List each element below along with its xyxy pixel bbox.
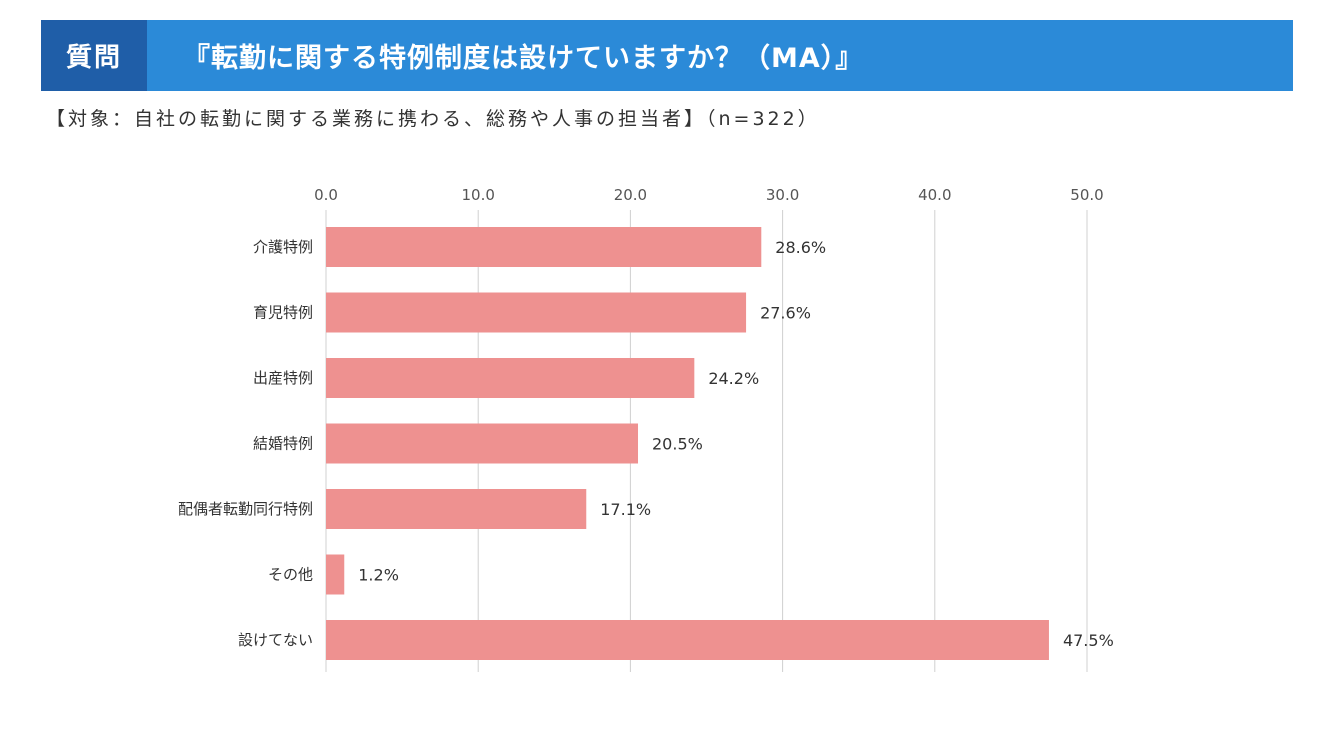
data-label: 1.2%: [358, 566, 399, 585]
bar: [326, 423, 639, 464]
bar: [326, 620, 1049, 660]
survey-target-subtitle: 【対象：自社の転勤に関する業務に携わる、総務や人事の担当者】（n=322）: [46, 108, 820, 130]
data-label: 17.1%: [600, 500, 651, 519]
x-tick-label: 0.0: [314, 186, 338, 204]
x-tick-label: 30.0: [766, 186, 799, 204]
data-label: 28.6%: [775, 238, 826, 257]
data-label: 27.6%: [760, 304, 811, 323]
data-label: 24.2%: [708, 369, 759, 388]
question-tag: 質問: [41, 20, 147, 91]
bar: [326, 358, 695, 398]
x-tick-label: 50.0: [1070, 186, 1103, 204]
category-label: 結婚特例: [253, 435, 313, 453]
category-label: 設けてない: [238, 631, 313, 649]
category-label: その他: [268, 566, 313, 584]
category-label: 介護特例: [253, 238, 313, 256]
category-label: 配偶者転勤同行特例: [178, 500, 313, 518]
bar: [326, 227, 762, 267]
data-label: 20.5%: [652, 435, 703, 454]
bar: [326, 554, 345, 595]
category-label: 育児特例: [253, 304, 313, 322]
x-tick-label: 20.0: [614, 186, 647, 204]
bar: [326, 292, 747, 333]
x-tick-label: 40.0: [918, 186, 951, 204]
question-title: 『転勤に関する特例制度は設けていますか？（MA）』: [183, 43, 864, 74]
category-label: 出産特例: [253, 369, 313, 387]
question-header: 質問 『転勤に関する特例制度は設けていますか？（MA）』: [41, 20, 1293, 91]
data-label: 47.5%: [1063, 631, 1114, 650]
x-tick-label: 10.0: [461, 186, 494, 204]
bar: [326, 489, 587, 529]
